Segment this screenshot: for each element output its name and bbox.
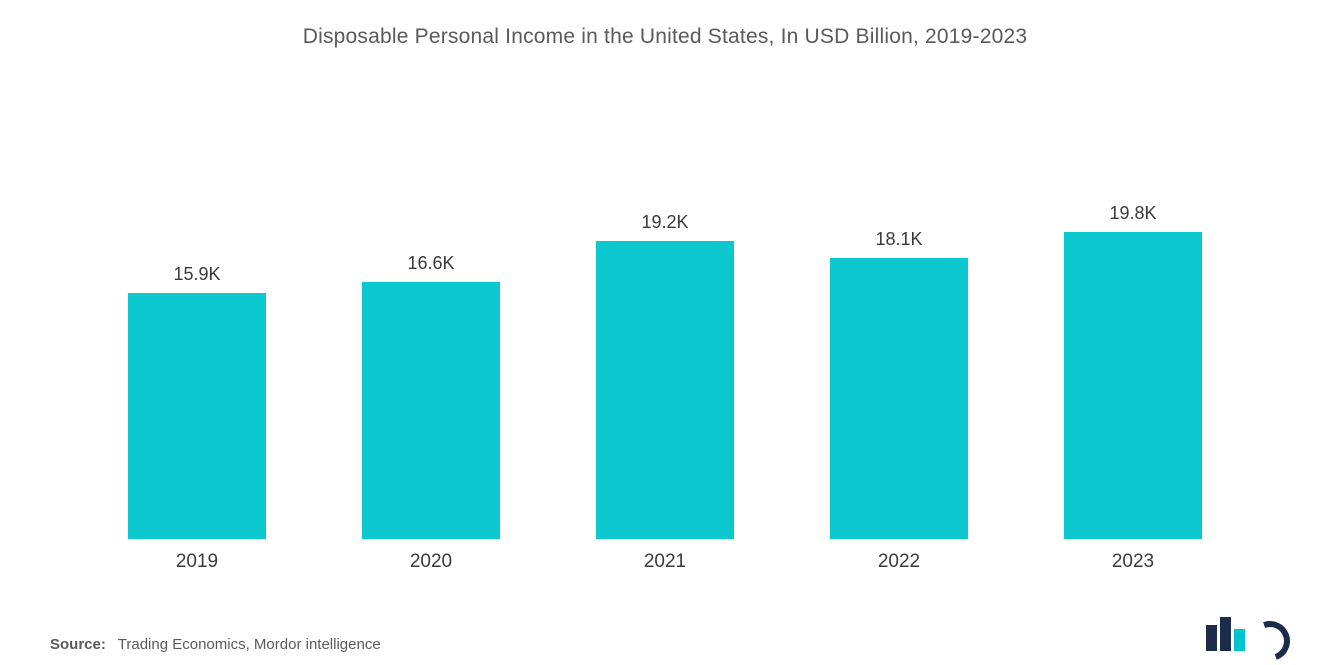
logo-bar-icon [1234, 629, 1245, 651]
chart-title: Disposable Personal Income in the United… [50, 25, 1280, 49]
chart-container: Disposable Personal Income in the United… [0, 0, 1320, 665]
source-label: Source: [50, 636, 106, 653]
x-axis-labels: 2019 2020 2021 2022 2023 [50, 539, 1280, 573]
bar-value-label: 18.1K [875, 229, 922, 250]
x-axis-label: 2023 [1053, 551, 1213, 573]
x-axis-label: 2019 [117, 551, 277, 573]
bar-group: 19.8K [1053, 203, 1213, 539]
x-axis-label: 2021 [585, 551, 745, 573]
logo-bar-icon [1206, 625, 1217, 651]
bar-group: 15.9K [117, 264, 277, 539]
bar-value-label: 19.8K [1109, 203, 1156, 224]
bar [596, 241, 734, 539]
bar-value-label: 19.2K [641, 212, 688, 233]
bar [1064, 232, 1202, 539]
bar-group: 19.2K [585, 212, 745, 539]
bar [128, 293, 266, 539]
bar [830, 258, 968, 539]
bar-group: 18.1K [819, 229, 979, 539]
bar-value-label: 15.9K [173, 264, 220, 285]
logo-bar-icon [1220, 617, 1231, 651]
bar-group: 16.6K [351, 253, 511, 539]
source-text: Trading Economics, Mordor intelligence [118, 636, 381, 653]
logo-swoosh-icon [1250, 617, 1280, 651]
bar [362, 282, 500, 539]
x-axis-label: 2022 [819, 551, 979, 573]
chart-footer: Source: Trading Economics, Mordor intell… [50, 617, 1280, 653]
x-axis-label: 2020 [351, 551, 511, 573]
source-line: Source: Trading Economics, Mordor intell… [50, 636, 381, 653]
mordor-logo-icon [1206, 617, 1280, 653]
bar-value-label: 16.6K [407, 253, 454, 274]
plot-area: 15.9K 16.6K 19.2K 18.1K 19.8K [50, 89, 1280, 539]
